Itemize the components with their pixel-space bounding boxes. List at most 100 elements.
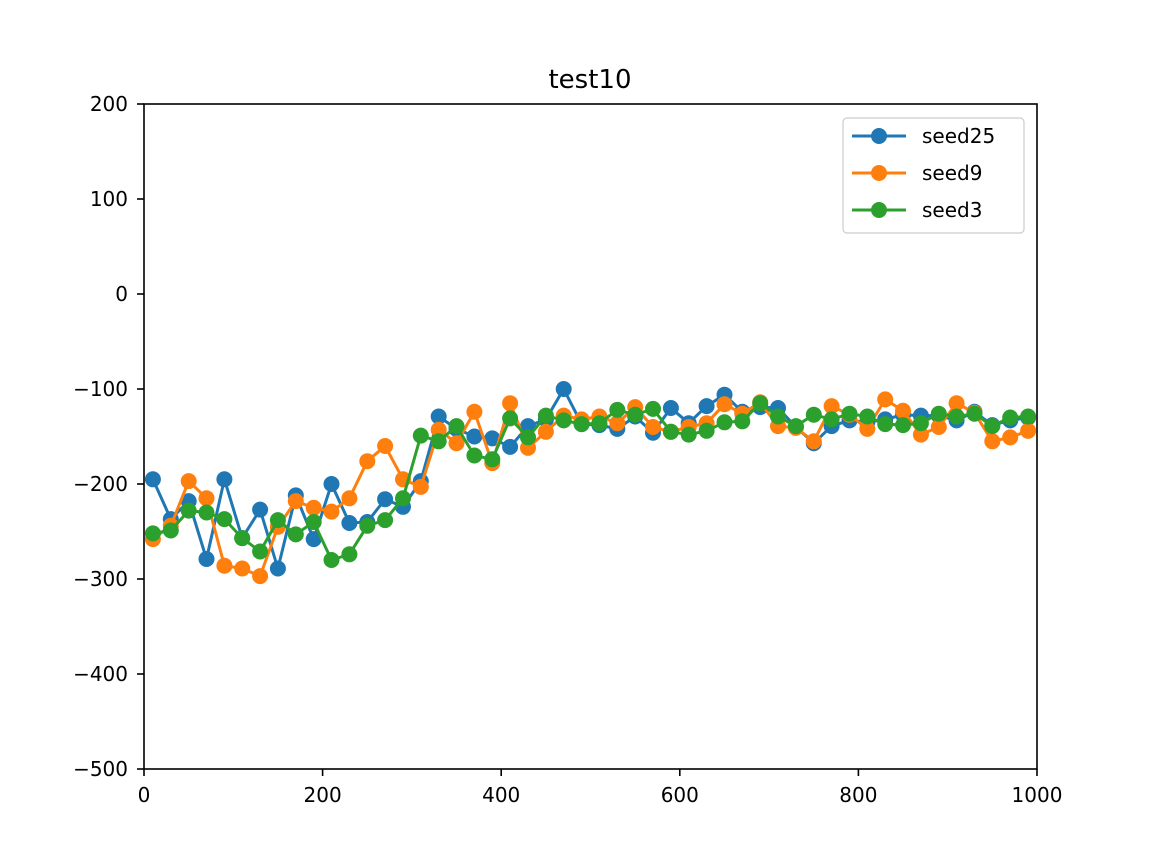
data-point [216,557,233,574]
data-point [734,413,751,430]
data-point [1002,429,1019,446]
data-point [662,423,679,440]
data-point [287,493,304,510]
data-point [234,560,251,577]
data-point [412,478,429,495]
data-point [502,410,519,427]
data-point [198,504,215,521]
plot-frame [143,103,1038,770]
data-point [805,433,822,450]
chart-title: test10 [548,65,631,95]
data-point [287,526,304,543]
data-point [216,471,233,488]
data-point [627,406,644,423]
data-point [395,490,411,507]
data-point [198,490,215,507]
data-point [323,503,340,520]
data-point [269,512,286,529]
series-seed3 [144,395,1037,568]
data-point [466,403,483,420]
data-point [502,438,519,455]
data-point [341,546,358,563]
data-point [466,428,483,445]
legend-item-seed9: seed9 [852,161,982,185]
data-point [555,381,572,397]
data-point [430,433,447,450]
series-layer [144,381,1037,585]
data-point [412,427,429,444]
x-tick-label: 800 [839,783,877,807]
data-point [502,395,519,412]
data-point [912,426,929,443]
data-point [180,502,197,519]
data-point [787,418,804,435]
data-point [377,438,394,454]
data-point [377,491,394,508]
data-point [323,476,340,492]
data-point [823,411,840,428]
data-point [645,419,661,435]
data-point [591,415,608,432]
data-point [555,412,572,429]
data-point [716,414,733,431]
data-point [448,435,465,452]
data-point [948,395,965,412]
data-point [359,453,376,470]
data-point [537,423,554,440]
data-point [359,517,376,534]
data-point [698,398,715,415]
legend-box [842,117,1025,234]
y-tick-label: 100 [90,187,128,211]
data-point [323,552,340,568]
data-point [198,551,215,567]
data-point [305,499,322,516]
x-tick-label: 400 [482,783,520,807]
axes-layer: 0 200 400 600 800 10002001000−100−200−300−400… [73,92,1062,807]
data-point [609,415,626,432]
y-tick-label: −400 [73,662,128,686]
y-tick-label: −300 [73,567,128,591]
data-point [877,416,894,433]
data-point [1020,422,1037,439]
x-tick-label: 600 [661,783,699,807]
data-point [520,418,536,435]
legend-marker [871,202,887,218]
legend-label: seed9 [922,161,982,185]
data-point [162,522,179,539]
x-tick-label: 200 [304,783,342,807]
y-tick-label: −500 [73,757,128,781]
data-point [341,515,358,531]
data-point [823,398,840,415]
data-point [252,543,269,560]
legend-marker [871,128,887,144]
legend-label: seed25 [922,124,995,148]
data-point [430,421,447,438]
data-point [948,408,965,425]
data-point [984,433,1001,450]
legend-item-seed3: seed3 [852,198,982,222]
data-point [752,395,769,412]
data-point [180,473,197,490]
data-point [484,451,501,468]
data-point [930,419,947,435]
data-point [1020,408,1037,425]
data-point [680,426,697,443]
data-point [252,568,269,585]
data-point [966,405,983,422]
y-tick-label: 0 [115,282,128,306]
data-point [573,416,590,433]
legend-item-seed25: seed25 [852,124,995,148]
data-point [448,418,465,435]
legend-marker [871,165,887,181]
data-point [234,530,251,547]
data-point [859,408,876,425]
data-point [216,511,233,528]
data-point [466,447,483,464]
data-point [716,396,733,413]
data-point [662,400,679,416]
data-point [305,514,322,530]
data-point [805,406,822,423]
data-point [895,402,911,419]
legend: seed25 seed9 seed3 [842,117,1025,234]
